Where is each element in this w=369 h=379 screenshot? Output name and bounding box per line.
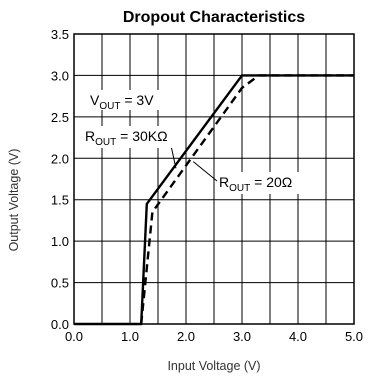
annotation-rout-solid-sub: OUT: [95, 137, 116, 148]
annotation-rout-solid-main: R: [85, 128, 95, 144]
x-tick-label: 1.0: [121, 329, 139, 344]
annotation-rout-dashed-rest: = 20Ω: [250, 174, 292, 190]
y-tick-label: 0.5: [51, 276, 69, 291]
chart-title: Dropout Characteristics: [123, 9, 305, 26]
y-tick-label: 3.0: [51, 68, 69, 83]
leader-rout-20: [192, 161, 218, 182]
annotation-rout-dashed-sub: OUT: [229, 183, 250, 194]
annotation-rout-solid-bg: [83, 126, 184, 148]
annotation-vout-rest: = 3V: [120, 92, 154, 108]
annotation-rout-solid-rest: = 30KΩ: [116, 128, 167, 144]
x-tick-label: 4.0: [289, 329, 307, 344]
annotation-vout-bg: [88, 90, 168, 110]
plot-frame: [73, 33, 355, 325]
x-tick-label: 3.0: [233, 329, 251, 344]
x-tick-label: 2.0: [177, 329, 195, 344]
annotation-vout-main: V: [90, 92, 100, 108]
x-axis-label: Input Voltage (V): [167, 359, 260, 373]
y-tick-label: 2.5: [51, 110, 69, 125]
y-tick-label: 1.0: [51, 234, 69, 249]
annotation-vout: VOUT = 3V: [90, 92, 154, 112]
series-line-rout-20: [140, 74, 354, 325]
x-tick-label: 5.0: [345, 329, 363, 344]
y-tick-labels: 0.0 0.5 1.0 1.5 2.0 2.5 3.0 3.5: [51, 27, 69, 332]
y-tick-label: 2.0: [51, 151, 69, 166]
y-tick-label: 0.0: [51, 317, 69, 332]
x-tick-label: 0.0: [65, 329, 83, 344]
annotation-rout-dashed: ROUT = 20Ω: [219, 174, 292, 194]
y-axis-label: Output Voltage (V): [7, 149, 21, 252]
annotation-vout-sub: OUT: [99, 101, 120, 112]
y-tick-label: 3.5: [51, 27, 69, 42]
y-tick-label: 1.5: [51, 193, 69, 208]
x-tick-labels: 0.0 1.0 2.0 3.0 4.0 5.0: [65, 329, 363, 344]
annotation-rout-dashed-bg: [217, 172, 305, 194]
annotation-rout-solid: ROUT = 30KΩ: [85, 128, 168, 148]
annotation-rout-dashed-main: R: [219, 174, 229, 190]
